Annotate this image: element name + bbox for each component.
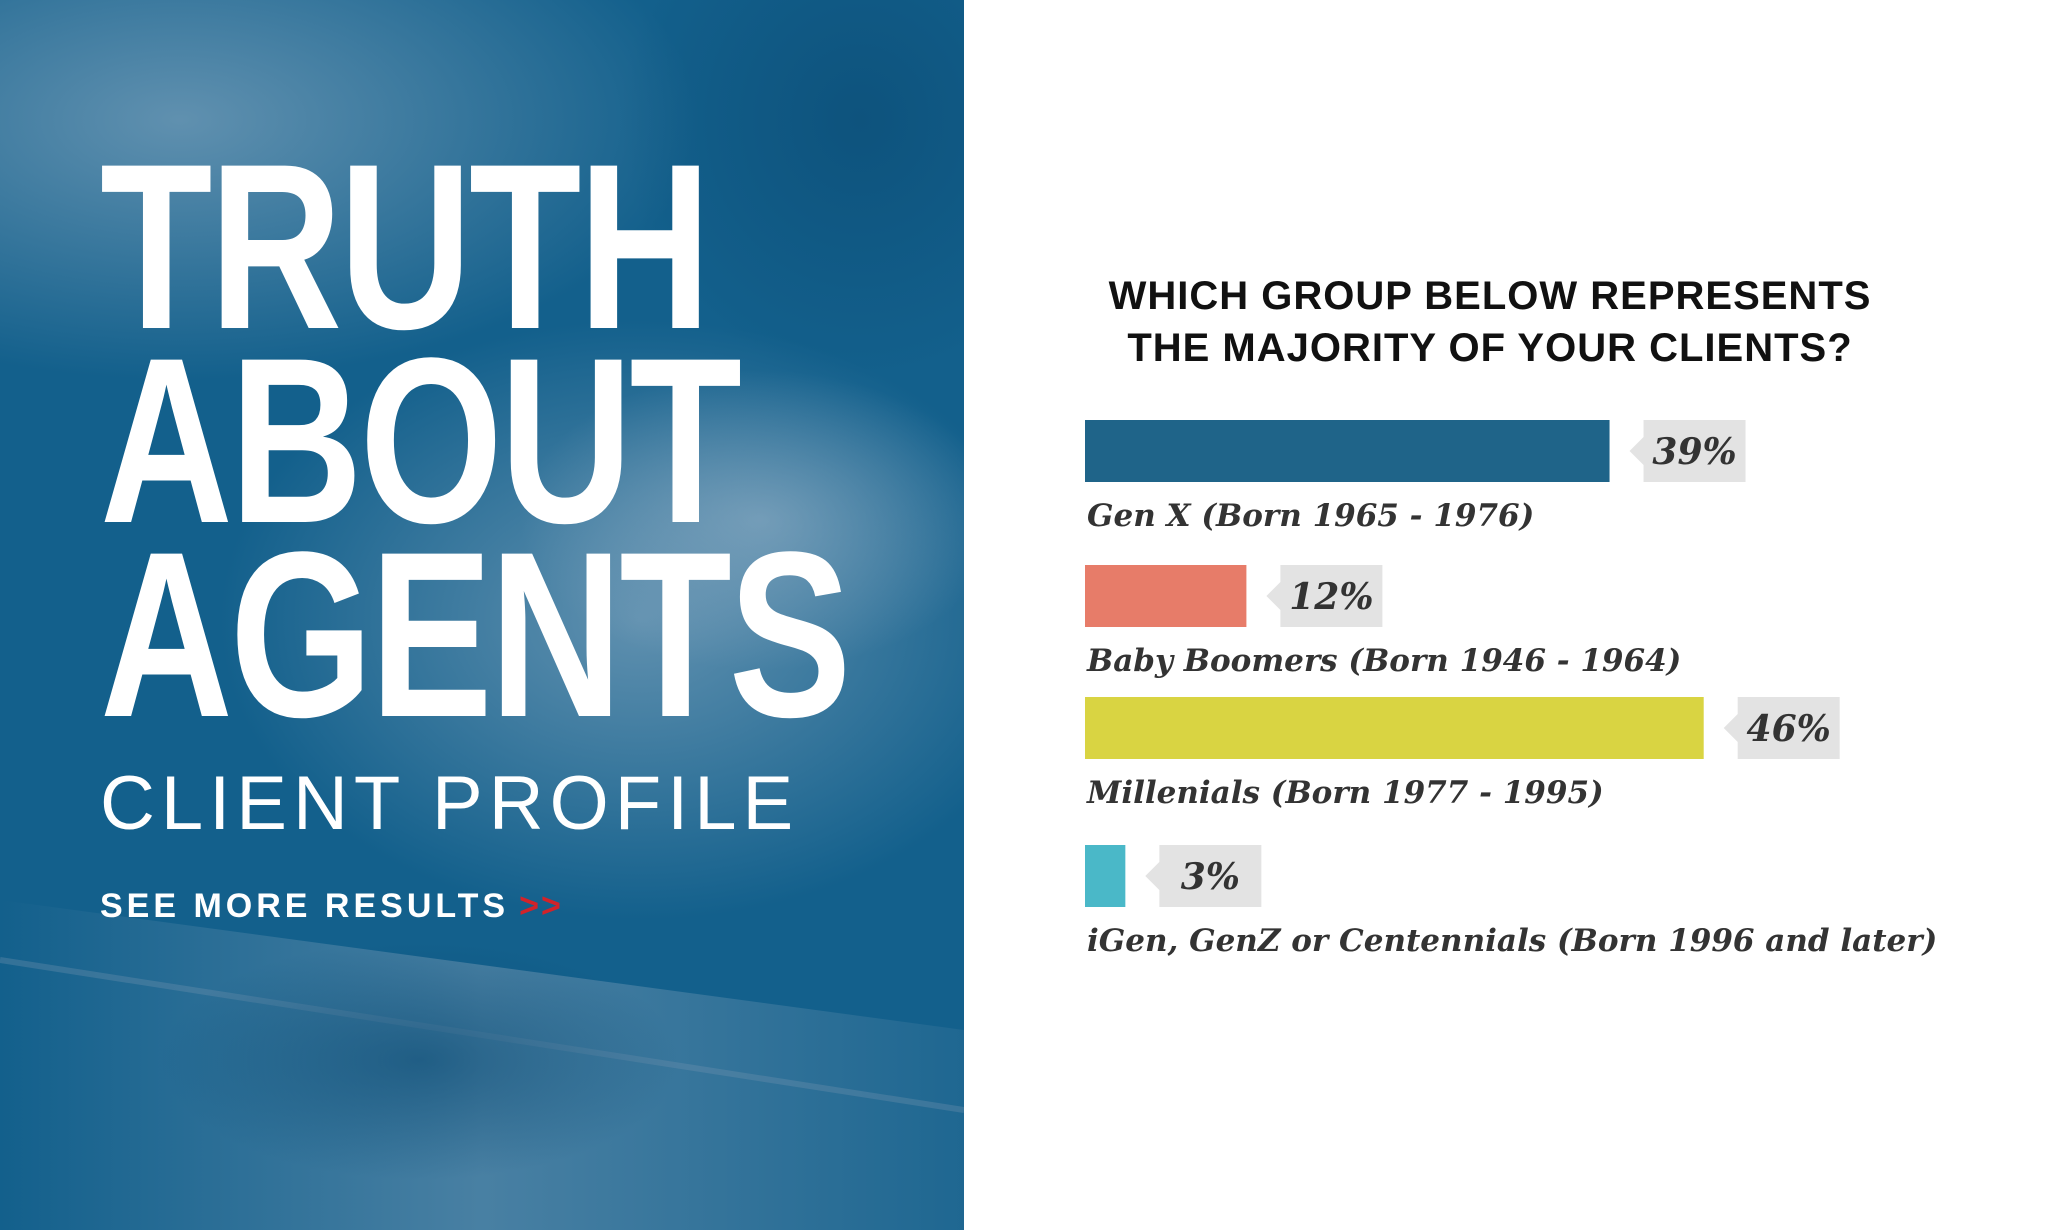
category-label-4: iGen, GenZ or Centennials (Born 1996 and… <box>1087 923 1937 959</box>
background-photo <box>0 0 964 1230</box>
see-more-results-label: SEE MORE RESULTS <box>100 887 510 925</box>
value-label-2: 12% <box>1289 576 1373 618</box>
see-more-results-link[interactable]: SEE MORE RESULTS >> <box>100 887 563 926</box>
value-label-4: 3% <box>1181 856 1240 898</box>
chart-title-line-1: WHICH GROUP BELOW REPRESENTS <box>1108 274 1872 318</box>
bar-3 <box>1085 697 1704 759</box>
value-callout-4 <box>1145 845 1262 907</box>
value-callout-3 <box>1723 697 1840 759</box>
category-label-3: Millenials (Born 1977 - 1995) <box>1086 775 1604 811</box>
value-callout-1 <box>1629 420 1746 482</box>
bar-4 <box>1085 845 1126 907</box>
value-label-3: 46% <box>1747 708 1831 750</box>
category-label-2: Baby Boomers (Born 1946 - 1964) <box>1086 643 1681 679</box>
value-callout-2 <box>1266 565 1383 627</box>
bar-1 <box>1085 420 1610 482</box>
double-chevron-right-icon: >> <box>519 887 563 925</box>
hero-block: TRUTH ABOUT AGENTS CLIENT PROFILE SEE MO… <box>100 115 880 926</box>
category-label-1: Gen X (Born 1965 - 1976) <box>1087 498 1534 534</box>
hero-subtitle: CLIENT PROFILE <box>100 761 800 846</box>
hero-title-line-1: TRUTH <box>100 115 711 379</box>
chart-title-line-2: THE MAJORITY OF YOUR CLIENTS? <box>1127 326 1853 370</box>
chart-title: WHICH GROUP BELOW REPRESENTS THE MAJORIT… <box>1040 270 1940 374</box>
value-label-1: 39% <box>1652 431 1736 473</box>
hero-panel: TRUTH ABOUT AGENTS CLIENT PROFILE SEE MO… <box>0 0 964 1230</box>
hero-title-line-2: ABOUT <box>100 309 742 573</box>
bar-2 <box>1085 565 1247 627</box>
